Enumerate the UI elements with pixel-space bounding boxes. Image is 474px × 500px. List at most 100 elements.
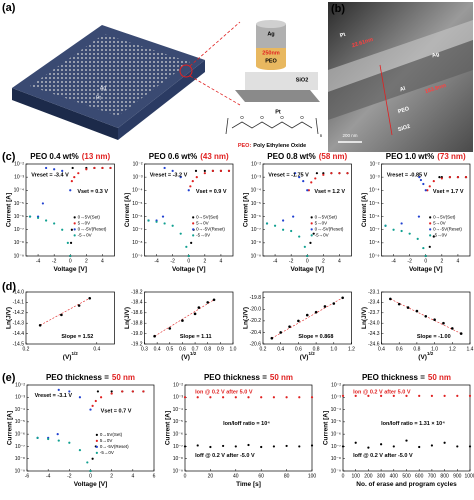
x-tick-label: 0 (342, 473, 345, 479)
y-tick-label: 10⁻⁸ (369, 240, 379, 246)
annotation: Vreset = -0.85 V (387, 172, 428, 178)
x-tick-label: -2 (52, 258, 57, 264)
y-tick-label: 10⁻⁵ (331, 419, 341, 425)
data-point (183, 396, 187, 399)
annotation: Slope = 1.11 (180, 334, 212, 340)
data-point (272, 396, 275, 399)
y-tick-label: 10⁻⁹ (132, 253, 142, 259)
data-point (392, 445, 395, 448)
data-point (203, 169, 206, 172)
data-point (109, 166, 112, 170)
plot-frame (262, 291, 352, 345)
y-tick-label: 10⁻⁸ (14, 240, 24, 246)
y-tick-label: -20.6 (250, 341, 262, 347)
data-point (270, 336, 274, 340)
data-point (219, 169, 223, 172)
y-tick-label: 10⁻² (133, 161, 143, 167)
data-point (93, 166, 96, 170)
x-axis-label: Time [s] (236, 481, 261, 488)
data-point (163, 166, 166, 170)
x-tick-label: 20 (208, 473, 214, 479)
data-point (193, 312, 197, 316)
y-tick-label: -14.0 (13, 289, 25, 295)
data-point (400, 229, 403, 233)
y-tick-label: 10⁻³ (370, 174, 380, 180)
x-tick-label: 0.2 (260, 346, 267, 352)
data-point (78, 396, 82, 399)
data-point (68, 390, 71, 393)
y-tick-label: 10⁻³ (133, 174, 143, 180)
y-tick-label: 10⁻⁷ (132, 227, 142, 233)
y-tick-label: 10⁻⁷ (14, 227, 24, 233)
annotation: Vreset = -1.75 V (268, 172, 309, 178)
x-tick-label: 0.7 (192, 346, 199, 352)
y-tick-label: 10⁻⁶ (331, 431, 341, 437)
y-axis-label: Ln(J/V) (361, 307, 368, 329)
data-point (294, 172, 297, 175)
y-tick-label: -19.0 (131, 331, 143, 337)
data-point (415, 309, 419, 313)
data-point (384, 224, 387, 227)
data-point (298, 176, 301, 179)
data-point (212, 298, 216, 302)
legend-marker (192, 228, 195, 231)
x-tick-label: 0.2 (23, 346, 30, 352)
y-tick-label: 10⁻⁷ (173, 444, 183, 450)
x-axis-label: Voltage [V] (172, 266, 205, 273)
y-tick-label: 10⁻² (14, 161, 24, 167)
y-axis-label: Current [A] (124, 193, 131, 227)
data-point (53, 168, 56, 171)
y-tick-label: -14.1 (13, 300, 25, 306)
data-point (443, 441, 446, 444)
annotation: Ioff @ 0.2 V after -5.0 V (195, 453, 255, 459)
data-point (260, 445, 263, 449)
data-point (341, 445, 345, 448)
x-tick-label: 0.6 (396, 346, 403, 352)
x-label-text: (V) (300, 354, 309, 361)
data-point (322, 173, 325, 176)
y-tick-label: 10⁻⁵ (15, 419, 25, 425)
y-tick-label: -20.4 (250, 330, 262, 336)
y-axis-label: Current [A] (361, 193, 368, 227)
chart-title: PEO 1.0 wt% (73 nm) (386, 152, 466, 161)
panel-label: (b) (331, 3, 345, 15)
data-point (196, 444, 199, 447)
x-axis-label: (V)1/2 (300, 351, 315, 361)
data-point (305, 313, 309, 317)
x-tick-label: 0 (306, 258, 309, 264)
chip-label: Pt (96, 95, 101, 101)
data-point (89, 469, 92, 473)
data-point (206, 301, 210, 304)
y-tick-label: -20.0 (250, 307, 262, 313)
tem-label: PEO (397, 106, 411, 116)
data-point (456, 394, 459, 397)
data-point (191, 179, 194, 183)
x-tick-label: 2 (110, 473, 113, 479)
data-point (464, 176, 468, 179)
data-point (298, 445, 301, 448)
monomer-label: O (240, 115, 244, 120)
data-point (323, 305, 327, 308)
data-point (89, 408, 92, 411)
y-tick-label: 10⁻⁸ (173, 456, 183, 462)
monomer-label: n (320, 133, 323, 138)
data-point (448, 176, 451, 179)
data-point (60, 313, 63, 317)
data-point (88, 296, 92, 300)
data-point (312, 232, 315, 235)
data-point (194, 169, 198, 172)
x-tick-label: -2 (170, 258, 175, 264)
data-point (38, 323, 42, 327)
scale-bar-label: 200 nm (342, 133, 357, 138)
data-point (442, 321, 445, 325)
data-point (77, 172, 80, 175)
y-tick-label: -14.3 (13, 321, 25, 327)
data-point (418, 445, 421, 449)
data-point (73, 176, 76, 179)
legend-marker (73, 228, 76, 231)
x-label-text: Voltage [V] (291, 266, 324, 273)
x-tick-label: 1.0 (431, 346, 438, 352)
legend-label: 0→5V(Set) (433, 215, 456, 220)
y-tick-label: -24.0 (368, 321, 380, 327)
